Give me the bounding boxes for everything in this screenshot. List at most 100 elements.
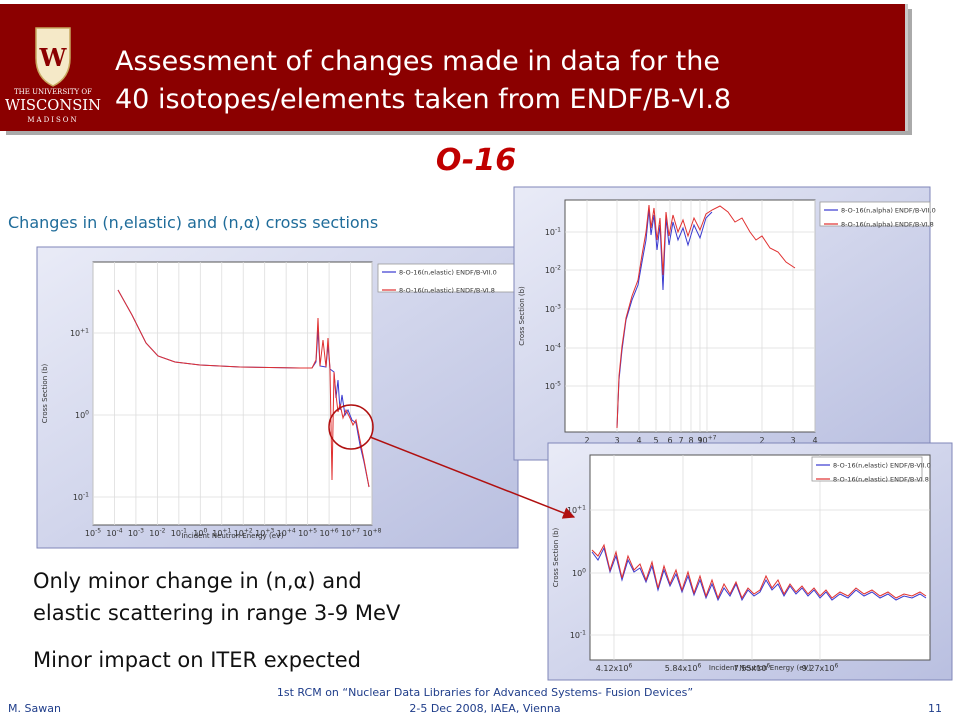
y-axis-label: Cross Section (b) <box>552 527 560 587</box>
x-tick-label-base: 10 <box>149 529 159 538</box>
x-tick-label-exp: +7 <box>708 434 717 441</box>
x-tick-label-base: 10 <box>320 529 330 538</box>
x-tick-label: 10+3 <box>255 527 274 538</box>
x-tick-label-base: 10 <box>298 529 308 538</box>
x-tick-label: 9 <box>697 436 702 445</box>
x-tick-label-base: 9.27x10 <box>802 664 835 673</box>
x-tick-label: 3 <box>790 436 795 445</box>
y-tick-label: 10-1 <box>73 491 89 502</box>
y-axis-label: Cross Section (b) <box>41 363 49 423</box>
x-tick-label-exp: 6 <box>766 662 770 669</box>
banner <box>0 4 908 131</box>
x-tick-label-base: 10 <box>212 529 222 538</box>
x-tick-label-exp: 0 <box>203 527 207 534</box>
y-tick-label: 100 <box>75 409 89 420</box>
x-tick-label-base: 10 <box>106 529 116 538</box>
curve <box>616 204 796 429</box>
x-tick-label: 10+4 <box>277 527 296 538</box>
x-tick-label: 10+7 <box>697 434 716 445</box>
x-tick-label-exp: +4 <box>287 527 296 534</box>
logo-text: MADISON <box>27 116 78 124</box>
y-axis-label: Cross Section (b) <box>518 286 526 346</box>
legend-label: 8-O-16(n,elastic) ENDF/B-VII.0 <box>833 462 931 470</box>
y-tick-label-base: 10 <box>545 305 555 314</box>
x-tick-label: 10+5 <box>298 527 317 538</box>
x-tick-label-base: 10 <box>171 529 181 538</box>
x-tick-label-base: 10 <box>234 529 244 538</box>
x-tick-label-exp: +1 <box>222 527 231 534</box>
x-tick-label: 5.84x106 <box>665 662 702 673</box>
x-tick-label: 4 <box>636 436 641 445</box>
y-tick-label-exp: -1 <box>580 629 586 636</box>
x-tick-label-exp: -3 <box>138 527 144 534</box>
y-tick-label: 10-3 <box>545 303 561 314</box>
bullet-text: Only minor change in (n,α) and <box>33 569 362 593</box>
x-tick-label: 4.12x106 <box>596 662 633 673</box>
y-tick-label: 10-2 <box>545 264 561 275</box>
x-tick-label: 10+2 <box>234 527 253 538</box>
logo-letter: W <box>39 43 68 72</box>
bullet-text: elastic scattering in range 3-9 MeV <box>33 601 401 625</box>
y-tick-label-exp: 0 <box>85 409 89 416</box>
x-tick-label-base: 10 <box>277 529 287 538</box>
x-tick-label-exp: +3 <box>265 527 274 534</box>
legend-label: 8-O-16(n,elastic) ENDF/B-VII.0 <box>399 269 497 277</box>
x-tick-label: 8 <box>688 436 693 445</box>
x-tick-label-base: 10 <box>128 529 138 538</box>
x-tick-label-exp: +7 <box>351 527 360 534</box>
y-tick-label: 10-1 <box>545 226 561 237</box>
x-tick-label: 10+1 <box>212 527 231 538</box>
y-tick-label-base: 10 <box>545 344 555 353</box>
legend-box <box>377 263 515 293</box>
x-tick-label-base: 7.55x10 <box>734 664 767 673</box>
slide-title: 40 isotopes/elements taken from ENDF/B-V… <box>115 84 731 115</box>
logo-text: THE UNIVERSITY OF <box>14 88 92 96</box>
x-tick-label: 10-1 <box>171 527 187 538</box>
x-tick-label: 7.55x106 <box>734 662 771 673</box>
x-tick-label-base: 4.12x10 <box>596 664 629 673</box>
bullets: Only minor change in (n,α) and elastic sc… <box>33 569 401 672</box>
y-tick-label: 100 <box>572 567 586 578</box>
x-tick-label-exp: -2 <box>159 527 165 534</box>
x-tick-label-base: 10 <box>85 529 95 538</box>
plot-area <box>564 199 816 433</box>
x-tick-label-exp: -4 <box>117 527 123 534</box>
bullet-text: Minor impact on ITER expected <box>33 648 361 672</box>
y-tick-label-exp: 0 <box>582 567 586 574</box>
y-tick-label-exp: +1 <box>577 504 586 511</box>
curve <box>117 289 370 488</box>
footer-event: 1st RCM on “Nuclear Data Libraries for A… <box>277 686 693 699</box>
legend-label: 8-O-16(n,alpha) ENDF/B-VI.8 <box>841 221 934 229</box>
x-axis-label: Incident Neutron Energy (eV) <box>709 664 811 672</box>
footer-event: 2-5 Dec 2008, IAEA, Vienna <box>409 702 560 715</box>
y-tick-label-base: 10 <box>567 506 577 515</box>
x-tick-label-exp: +6 <box>330 527 339 534</box>
x-tick-label: 6 <box>667 436 672 445</box>
legend-label: 8-O-16(n,elastic) ENDF/B-VI.8 <box>399 287 495 295</box>
x-tick-label: 4 <box>812 436 817 445</box>
legend-box <box>811 456 923 482</box>
x-tick-label-base: 10 <box>193 529 203 538</box>
x-tick-label: 3 <box>614 436 619 445</box>
y-tick-label-exp: -5 <box>555 380 561 387</box>
heading: O-16 <box>436 143 516 178</box>
slide-title: Assessment of changes made in data for t… <box>115 46 720 77</box>
x-tick-label: 9.27x106 <box>802 662 839 673</box>
legend-label: 8-O-16(n,elastic) ENDF/B-VI.8 <box>833 476 929 484</box>
legend-label: 8-O-16(n,alpha) ENDF/B-VII.0 <box>841 207 936 215</box>
x-tick-label: 10+8 <box>362 527 381 538</box>
x-tick-label-exp: -1 <box>181 527 187 534</box>
x-tick-label-base: 10 <box>362 529 372 538</box>
curve <box>591 546 927 602</box>
y-tick-label-base: 10 <box>572 569 582 578</box>
y-tick-label-base: 10 <box>70 329 80 338</box>
y-tick-label-exp: -1 <box>83 491 89 498</box>
x-tick-label: 2 <box>759 436 764 445</box>
highlight-arrow <box>369 436 576 519</box>
x-tick-label-base: 10 <box>697 436 707 445</box>
y-tick-label-base: 10 <box>73 493 83 502</box>
